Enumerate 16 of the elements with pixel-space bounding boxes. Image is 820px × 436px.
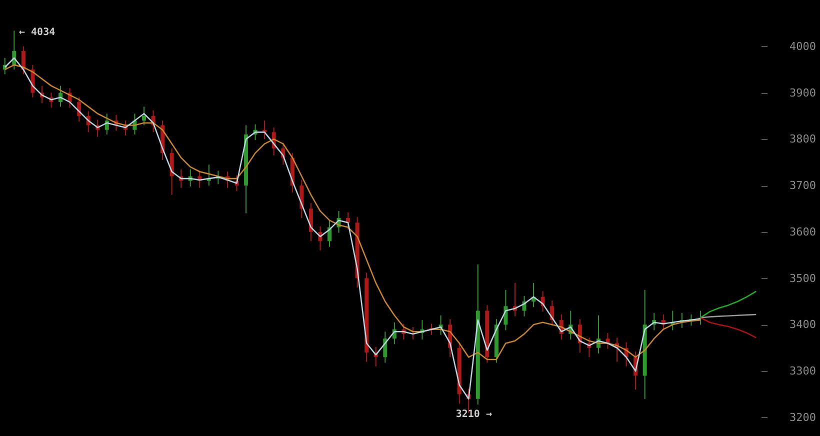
y-tick-label: 3300 [790,364,816,378]
y-tick-label: 3400 [790,318,816,332]
y-tick-label: 3200 [790,410,816,424]
y-tick-label: 3900 [790,86,816,100]
candlestick [308,202,313,242]
annotation: 3210 → [456,409,492,420]
y-tick-label: 4000 [790,40,816,53]
y-tick-label: 3600 [790,225,816,238]
candlestick [142,106,146,126]
annotation: ← 4034 [19,27,56,38]
y-tick-label: 3500 [790,272,816,285]
y-tick-label: 3700 [790,179,816,192]
line-series [700,290,757,318]
line-series [700,317,757,338]
y-tick-label: 3800 [790,132,816,146]
candlestick [170,148,174,196]
